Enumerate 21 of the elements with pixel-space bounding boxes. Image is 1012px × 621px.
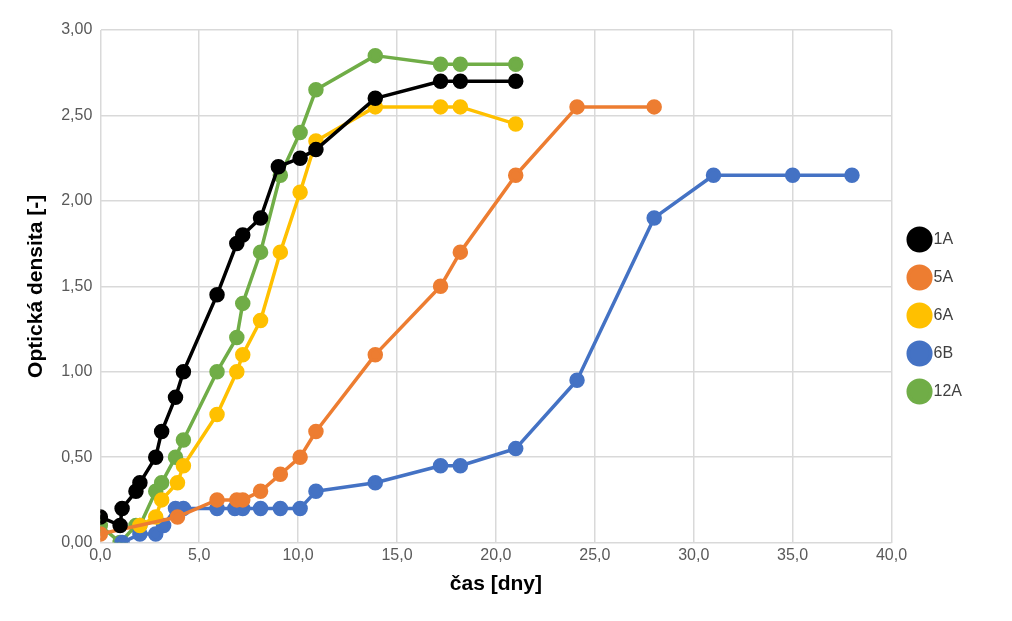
y-tick-label: 1,00 — [61, 362, 93, 380]
legend-label: 1A — [933, 229, 954, 247]
x-axis-title: čas [dny] — [449, 571, 543, 595]
x-tick-label: 10,0 — [282, 545, 314, 563]
y-tick-label: 2,00 — [61, 191, 93, 209]
y-tick-label: 1,50 — [61, 276, 93, 294]
legend-label: 12A — [933, 381, 963, 399]
y-axis-title: Optická densita [-] — [23, 194, 47, 378]
legend-label: 6B — [933, 343, 954, 361]
x-tick-label: 25,0 — [579, 545, 611, 563]
x-tick-label: 5,0 — [188, 545, 211, 563]
x-tick-label: 35,0 — [777, 545, 809, 563]
y-tick-label: 3,00 — [61, 20, 93, 38]
x-tick-label: 40,0 — [875, 545, 908, 563]
x-tick-label: 30,0 — [678, 545, 710, 563]
x-tick-label: 15,0 — [381, 545, 413, 563]
y-tick-label: 2,50 — [61, 105, 93, 123]
legend-label: 6A — [933, 305, 954, 323]
y-tick-label: 0,50 — [61, 447, 93, 465]
legend-label: 5A — [933, 267, 954, 285]
x-tick-label: 20,0 — [480, 545, 512, 563]
